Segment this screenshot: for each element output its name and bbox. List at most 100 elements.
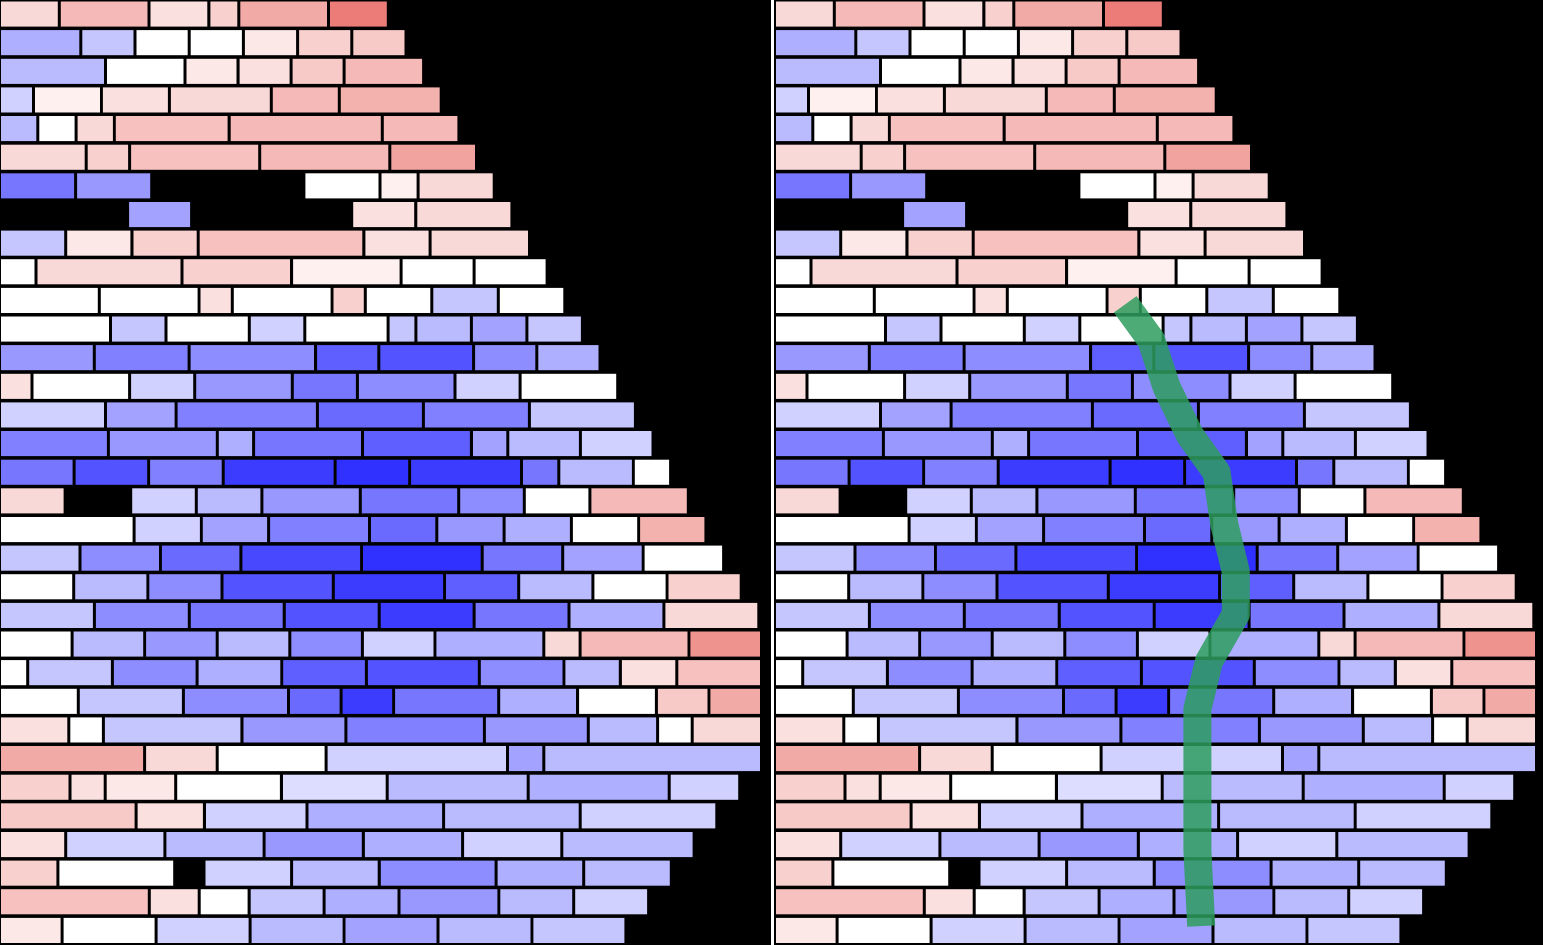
right-heatmap-cell <box>776 688 852 714</box>
left-heatmap-cell <box>112 316 165 342</box>
right-heatmap-cell <box>1347 517 1413 543</box>
right-heatmap-cell <box>1231 373 1294 399</box>
right-heatmap-cell <box>1206 230 1303 256</box>
right-heatmap-panel <box>775 0 1543 945</box>
left-heatmap-cell <box>67 832 164 858</box>
left-heatmap-cell <box>690 631 760 657</box>
left-heatmap-cell <box>190 602 283 628</box>
right-heatmap-cell <box>1440 602 1533 628</box>
right-heatmap-cell <box>1248 431 1282 457</box>
left-heatmap-cell <box>115 116 228 142</box>
left-heatmap-cell <box>591 488 687 514</box>
right-heatmap-cell <box>888 660 971 686</box>
right-heatmap-cell <box>910 517 975 543</box>
panel-divider <box>770 0 775 945</box>
right-heatmap-cell <box>776 803 910 829</box>
left-heatmap-cell <box>146 746 216 772</box>
left-heatmap-cell <box>659 717 691 743</box>
left-heatmap-cell <box>109 431 216 457</box>
right-heatmap-cell <box>776 316 884 342</box>
left-heatmap-cell <box>565 660 619 686</box>
left-heatmap-cell <box>1 488 64 514</box>
left-heatmap-cell <box>579 688 655 714</box>
left-heatmap-cell <box>39 116 75 142</box>
right-heatmap-cell <box>1434 717 1466 743</box>
left-heatmap-cell <box>475 602 568 628</box>
left-heatmap-cell <box>634 459 670 485</box>
left-heatmap-cell <box>1 660 27 686</box>
left-heatmap-cell <box>417 316 470 342</box>
right-heatmap-cell <box>776 517 908 543</box>
left-heatmap-cell <box>1 30 80 56</box>
left-heatmap-cell <box>196 373 291 399</box>
right-heatmap-cell <box>1038 488 1134 514</box>
right-heatmap-cell <box>1313 345 1374 371</box>
right-heatmap-cell <box>912 803 978 829</box>
right-heatmap-cell <box>998 574 1107 600</box>
left-heatmap-cell <box>1 345 93 371</box>
left-heatmap-cell <box>199 230 363 256</box>
right-heatmap-cell <box>921 746 991 772</box>
right-heatmap-cell <box>850 459 923 485</box>
right-heatmap-cell <box>1345 602 1438 628</box>
right-heatmap-cell <box>952 774 1055 800</box>
left-heatmap-cell <box>380 602 473 628</box>
right-heatmap-cell <box>834 860 949 886</box>
left-heatmap-cell <box>77 173 151 199</box>
right-heatmap-cell <box>932 917 1024 943</box>
right-heatmap-cell <box>1295 574 1367 600</box>
left-heatmap-cell <box>1 774 69 800</box>
left-heatmap-cell <box>594 574 666 600</box>
left-heatmap-cell <box>1 688 77 714</box>
left-heatmap-cell <box>285 602 378 628</box>
left-heatmap-cell <box>509 746 543 772</box>
left-heatmap-cell <box>146 631 216 657</box>
right-heatmap-cell <box>776 631 846 657</box>
left-heatmap-cell <box>358 373 454 399</box>
right-heatmap-cell <box>852 173 926 199</box>
left-heatmap-cell <box>60 1 148 27</box>
left-heatmap-cell <box>640 517 705 543</box>
right-heatmap-cell <box>1409 459 1445 485</box>
left-heatmap-cell <box>197 488 261 514</box>
right-heatmap-cell <box>1066 631 1136 657</box>
left-heatmap-cell <box>35 87 100 113</box>
right-heatmap-cell <box>870 602 963 628</box>
right-heatmap-cell <box>854 688 957 714</box>
right-heatmap-cell <box>1120 58 1198 84</box>
right-heatmap-cell <box>879 717 1016 743</box>
right-heatmap-cell <box>862 144 904 170</box>
left-heatmap-cell <box>446 574 518 600</box>
right-heatmap-cell <box>1194 173 1268 199</box>
right-heatmap-cell <box>1304 774 1443 800</box>
right-heatmap-cell <box>1208 287 1272 313</box>
left-heatmap-cell <box>283 660 365 686</box>
right-heatmap-cell <box>845 717 877 743</box>
right-heatmap-cell <box>890 116 1003 142</box>
left-heatmap-cell <box>581 631 688 657</box>
right-heatmap-cell <box>776 774 844 800</box>
right-heatmap-cell <box>1300 488 1364 514</box>
right-heatmap-cell <box>1008 287 1106 313</box>
right-heatmap-cell <box>1199 402 1303 428</box>
left-heatmap-cell <box>391 144 475 170</box>
left-heatmap-cell <box>265 832 362 858</box>
left-heatmap-cell <box>545 746 760 772</box>
left-heatmap-cell <box>202 517 268 543</box>
right-heatmap-cell <box>1036 144 1164 170</box>
left-heatmap-cell <box>563 832 693 858</box>
right-heatmap-cell <box>1465 631 1535 657</box>
left-heatmap-cell <box>291 631 361 657</box>
left-heatmap-cell <box>665 602 758 628</box>
right-heatmap-cell <box>1214 917 1306 943</box>
right-heatmap-cell <box>776 116 812 142</box>
right-heatmap-cell <box>1369 574 1441 600</box>
left-heatmap-cell <box>129 202 191 228</box>
left-heatmap-cell <box>545 631 579 657</box>
left-heatmap-cell <box>308 803 443 829</box>
left-heatmap-cell <box>353 30 405 56</box>
left-heatmap-cell <box>480 660 563 686</box>
right-heatmap-cell <box>1432 688 1483 714</box>
right-heatmap-cell <box>1068 860 1153 886</box>
right-heatmap-cell <box>1109 574 1219 600</box>
